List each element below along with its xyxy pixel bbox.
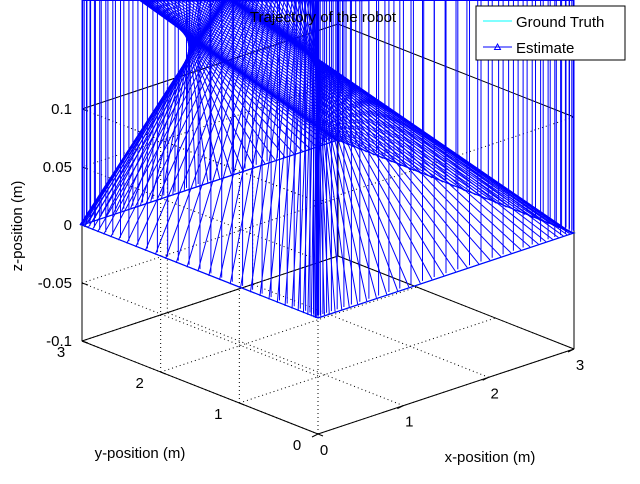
chart-title: Trajectory of the robot [250, 9, 397, 26]
x-axis-label: x-position (m) [445, 449, 536, 466]
series-marker-estimate [313, 0, 318, 318]
x-tick-mark [397, 405, 404, 410]
x-tick-mark [311, 433, 319, 438]
grid-line-wall-back-z [81, 81, 339, 168]
axis-line-y [81, 340, 319, 435]
legend-entry-ground-truth: Ground Truth [516, 14, 604, 31]
y-axis-label: y-position (m) [95, 445, 186, 462]
y-tick-label: 0 [293, 437, 301, 454]
z-tick-label: -0.05 [38, 275, 72, 292]
grid-line-floor-y [239, 317, 496, 404]
z-tick-mark [81, 340, 89, 344]
box-edge [337, 255, 575, 350]
box-edge [81, 255, 339, 342]
legend-box [475, 5, 626, 61]
series-marker-estimate [307, 0, 316, 315]
x-tick-mark [567, 348, 575, 353]
legend: Ground Truth Estimate [475, 5, 626, 61]
y-tick-mark [160, 371, 166, 375]
legend-marker-estimate [493, 42, 502, 50]
x-tick-label: 3 [576, 357, 584, 374]
grid-line-wall-back-z [81, 197, 339, 284]
x-tick-label: 0 [320, 442, 328, 459]
y-tick-mark [317, 433, 324, 437]
z-tick-label: 0.05 [43, 159, 72, 176]
series-marker-estimate [87, 0, 230, 229]
series-marker-estimate [302, 0, 314, 314]
z-tick-label: -0.1 [46, 333, 72, 350]
y-tick-mark [239, 402, 245, 406]
z-tick-mark [81, 282, 89, 286]
series-marker-estimate [150, 0, 203, 202]
grid-line-floor-x [167, 312, 404, 407]
x-tick-mark [482, 376, 489, 381]
axis-line-x [317, 348, 575, 435]
z-axis-label: z-position (m) [9, 181, 26, 272]
trajectory-series [79, 0, 576, 319]
series-marker-estimate [310, 0, 317, 317]
series-marker-estimate [110, 0, 238, 238]
box-edge [317, 116, 575, 203]
series-marker-estimate [103, 0, 236, 235]
legend-entry-estimate: Estimate [516, 40, 574, 57]
grid-line-floor-y [160, 286, 417, 373]
z-tick-label: 0 [64, 217, 72, 234]
z-tick-label: 0.1 [51, 101, 72, 118]
x-tick-label: 1 [405, 414, 413, 431]
y-tick-label: 2 [135, 375, 143, 392]
y-tick-label: 3 [57, 344, 65, 361]
y-tick-label: 1 [214, 406, 222, 423]
series-marker-estimate [314, 0, 319, 318]
grid-line-floor-x [252, 283, 489, 378]
series-marker-estimate [193, 0, 479, 196]
x-tick-label: 2 [490, 385, 498, 402]
